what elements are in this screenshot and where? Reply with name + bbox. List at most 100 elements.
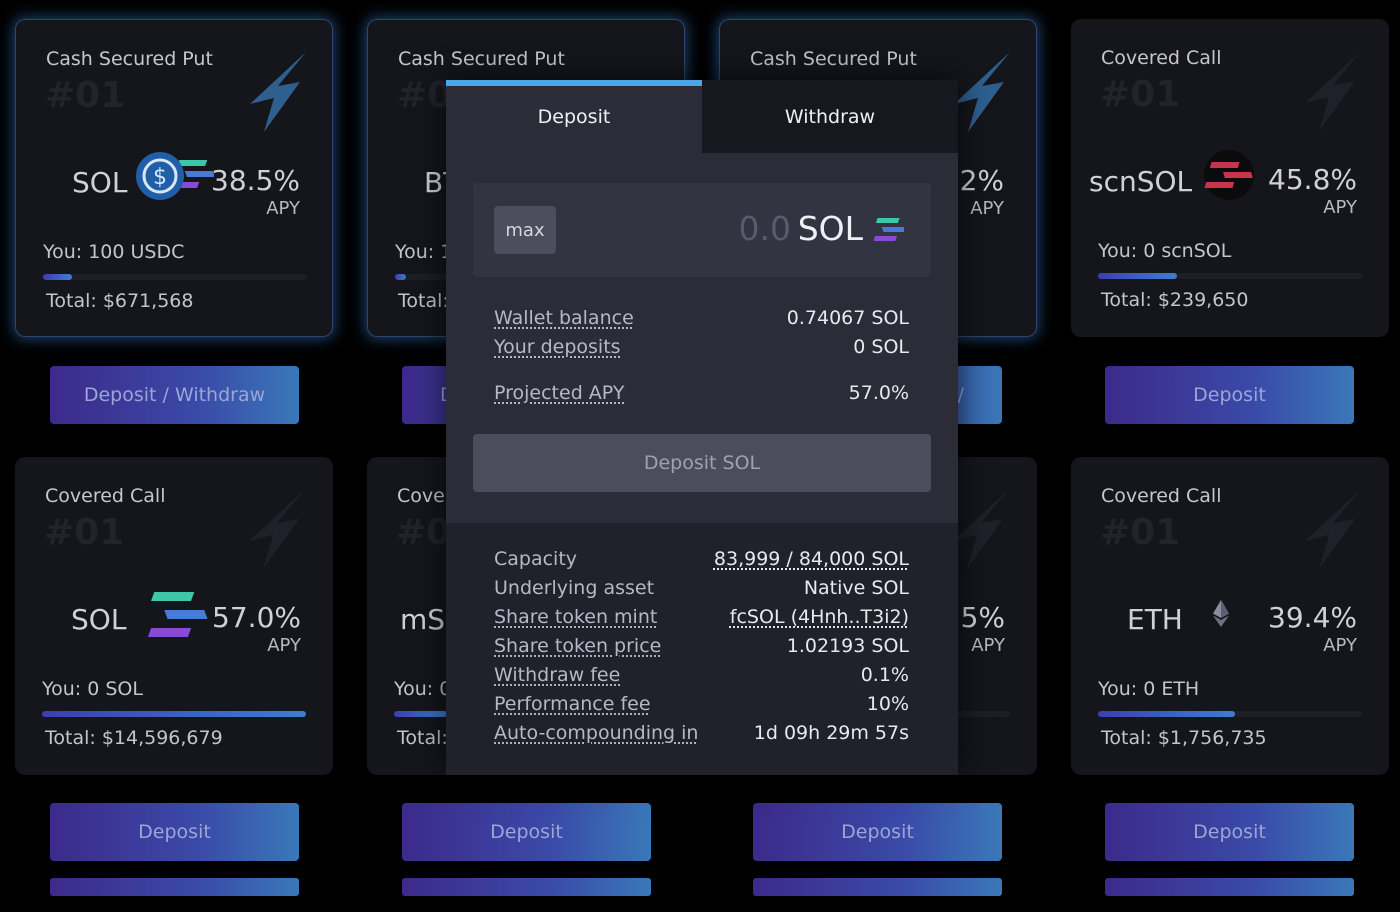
vault-apy: .2%: [950, 164, 1004, 197]
vault-apy: 45.8%: [1268, 163, 1357, 196]
vault-number: #01: [1100, 512, 1181, 553]
usdc-icon: $: [136, 152, 214, 200]
detail-value[interactable]: 83,999 / 84,000 SOL: [713, 548, 909, 570]
vault-apy-label: APY: [1323, 197, 1357, 218]
detail-label: Capacity: [494, 548, 578, 570]
modal-tabs: Deposit Withdraw: [446, 80, 958, 153]
vault-total: Total: $1,756,735: [1101, 727, 1267, 749]
max-button[interactable]: max: [494, 206, 556, 254]
detail-label[interactable]: Share token price: [494, 635, 662, 657]
bolt-icon: [1305, 51, 1361, 131]
wallet-balance-label[interactable]: Wallet balance: [494, 307, 634, 329]
vault-type: Cash Secured Put: [46, 48, 213, 70]
eth-icon: [1213, 600, 1229, 627]
vault-user-balance: You: 0 SOL: [42, 678, 143, 700]
deposit-form: max 0.0 SOL Wallet balance 0.74067 SOL Y…: [446, 153, 958, 523]
detail-label[interactable]: Auto-compounding in: [494, 722, 699, 744]
deposit-withdraw-button[interactable]: Deposit / Withdraw: [50, 366, 299, 424]
vault-total: Total: $239,650: [1101, 289, 1249, 311]
capacity-bar-fill: [1098, 273, 1178, 279]
deposit-modal: Deposit Withdraw max 0.0 SOL Wallet bala…: [446, 80, 958, 775]
bolt-icon: [953, 489, 1009, 569]
button-stub: [753, 878, 1002, 896]
vault-type: Covered Call: [45, 485, 166, 507]
detail-value: 0.1%: [860, 664, 909, 686]
button-stub: [50, 878, 299, 896]
projected-apy-label[interactable]: Projected APY: [494, 382, 625, 404]
vault-apy-label: APY: [267, 635, 301, 656]
tab-withdraw[interactable]: Withdraw: [702, 80, 958, 153]
capacity-bar-fill: [43, 274, 73, 280]
button-stub: [402, 878, 651, 896]
vault-type: Cover: [397, 485, 453, 507]
vault-type: Covered Call: [1101, 485, 1222, 507]
detail-label: Underlying asset: [494, 577, 655, 599]
vault-asset: ETH: [1127, 603, 1183, 636]
svg-text:$: $: [153, 165, 167, 190]
vault-user-balance: You: 100 USDC: [43, 241, 185, 263]
vault-apy-label: APY: [971, 635, 1005, 656]
your-deposits-label[interactable]: Your deposits: [494, 336, 621, 358]
vault-apy-label: APY: [970, 198, 1004, 219]
vault-number: #0: [396, 512, 452, 553]
detail-label[interactable]: Withdraw fee: [494, 664, 621, 686]
vault-apy: 57.0%: [212, 601, 301, 634]
vault-asset: SOL: [72, 166, 128, 199]
deposit-button[interactable]: Deposit: [753, 803, 1002, 861]
sol-icon: [147, 592, 208, 637]
vault-user-balance: You: 1: [395, 241, 453, 263]
capacity-bar-fill: [42, 711, 306, 717]
vault-user-balance: You: 0 ETH: [1098, 678, 1200, 700]
vault-card: Covered Call #01 SOL 57.0% APY You: 0 SO…: [15, 457, 333, 775]
deposit-button[interactable]: Deposit: [1105, 803, 1354, 861]
bolt-icon: [954, 52, 1010, 132]
capacity-bar: [1098, 711, 1362, 717]
vault-card: Covered Call #01 ETH 39.4% APY You: 0 ET…: [1071, 457, 1389, 775]
amount-value: 0.0: [738, 209, 791, 248]
capacity-bar: [42, 711, 306, 717]
capacity-bar-fill: [394, 711, 447, 717]
sol-icon: [874, 218, 904, 241]
vault-user-balance: You: 0: [394, 678, 452, 700]
detail-label[interactable]: Share token mint: [494, 606, 658, 628]
vault-card: Cash Secured Put #01 SOL $ 38.5% APY You…: [15, 19, 333, 337]
detail-value: 1.02193 SOL: [786, 635, 909, 657]
vault-apy: 39.4%: [1268, 601, 1357, 634]
capacity-bar: [43, 274, 307, 280]
detail-label[interactable]: Performance fee: [494, 693, 651, 715]
bolt-icon: [249, 489, 305, 569]
vault-type: Covered Call: [1101, 47, 1222, 69]
projected-apy-value: 57.0%: [848, 382, 909, 404]
bolt-icon: [250, 52, 306, 132]
bolt-icon: [1305, 489, 1361, 569]
vault-user-balance: You: 0 scnSOL: [1098, 240, 1232, 262]
button-stub: [1105, 878, 1354, 896]
vault-card: Covered Call #01 scnSOL 45.8% APY You: 0…: [1071, 19, 1389, 337]
vault-total: Total:: [398, 290, 449, 312]
wallet-balance-value: 0.74067 SOL: [786, 307, 909, 329]
vault-type: Cash Secured Put: [398, 48, 565, 70]
vault-asset: SOL: [71, 603, 127, 636]
amount-unit: SOL: [797, 209, 863, 248]
deposit-button[interactable]: Deposit: [50, 803, 299, 861]
share-token-mint-link[interactable]: fcSOL (4Hnh..T3i2): [729, 606, 909, 628]
vault-number: #01: [44, 512, 125, 553]
deposit-sol-button[interactable]: Deposit SOL: [473, 434, 931, 492]
amount-input[interactable]: max 0.0 SOL: [473, 183, 931, 277]
scnsol-icon: [1204, 150, 1254, 200]
vault-number: #01: [45, 75, 126, 116]
vault-type: Cash Secured Put: [750, 48, 917, 70]
detail-value: 10%: [866, 693, 909, 715]
deposit-button[interactable]: Deposit: [1105, 366, 1354, 424]
vault-apy: 38.5%: [211, 164, 300, 197]
deposit-button[interactable]: Deposit: [402, 803, 651, 861]
detail-value: Native SOL: [803, 577, 909, 599]
vault-total: Total: $671,568: [46, 290, 194, 312]
tab-deposit[interactable]: Deposit: [446, 80, 702, 153]
your-deposits-value: 0 SOL: [853, 336, 909, 358]
vault-apy-label: APY: [1323, 635, 1357, 656]
vault-asset: scnSOL: [1089, 165, 1193, 198]
vault-details: Capacity 83,999 / 84,000 SOL Underlying …: [446, 523, 958, 775]
vault-apy-label: APY: [266, 198, 300, 219]
vault-number: #01: [1100, 74, 1181, 115]
